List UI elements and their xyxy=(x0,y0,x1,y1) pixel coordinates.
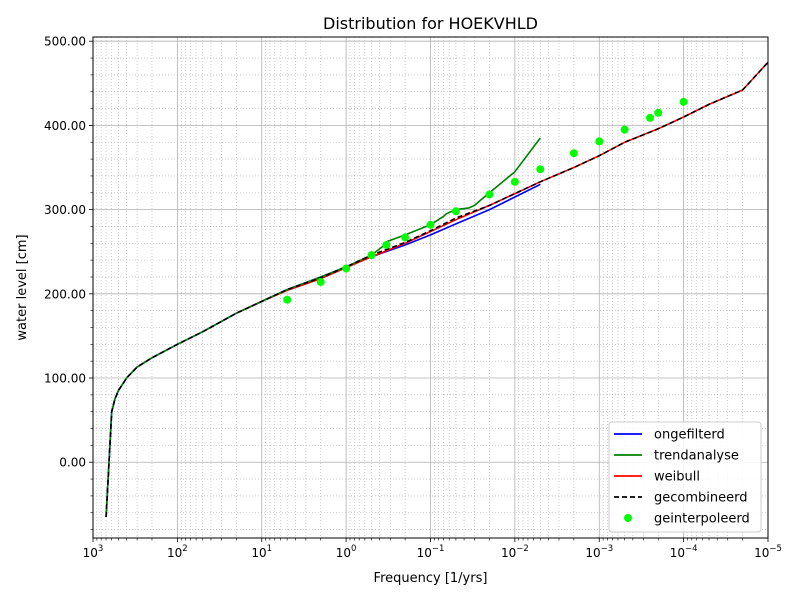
data-point xyxy=(426,220,435,229)
data-point xyxy=(679,97,688,106)
legend-label: ongefilterd xyxy=(654,428,725,443)
data-point xyxy=(316,278,325,287)
y-tick-label: 500.00 xyxy=(44,35,86,49)
data-point xyxy=(646,113,655,122)
data-point xyxy=(342,264,351,273)
y-tick-label: 400.00 xyxy=(44,119,86,133)
series-geinterpoleerd xyxy=(283,97,688,304)
y-tick-label: 0.00 xyxy=(59,456,86,470)
y-tick-label: 100.00 xyxy=(44,372,86,386)
legend-entry-trendanalyse: trendanalyse xyxy=(614,449,739,464)
y-tick-label: 300.00 xyxy=(44,203,86,217)
legend-entry-ongefilterd: ongefilterd xyxy=(614,428,725,443)
x-tick-label: 100 xyxy=(336,544,357,560)
y-axis-label: water level [cm] xyxy=(15,234,30,340)
data-point xyxy=(283,295,292,304)
chart-title: Distribution for HOEKVHLD xyxy=(323,14,538,33)
x-axis: 103 102 101 100 10−1 10−2 10−3 10−4 10−5 xyxy=(83,538,782,560)
data-point xyxy=(620,125,629,134)
legend-entry-geinterpoleerd: geinterpoleerd xyxy=(624,512,750,527)
legend-label: trendanalyse xyxy=(654,449,739,464)
series-layer xyxy=(105,61,768,517)
data-point xyxy=(510,177,519,186)
legend-marker xyxy=(624,514,632,522)
data-point xyxy=(654,108,663,117)
x-tick-label: 10−2 xyxy=(501,544,529,560)
data-point xyxy=(595,137,604,146)
legend-label: geinterpoleerd xyxy=(654,512,750,527)
data-point xyxy=(382,240,391,249)
y-tick-label: 200.00 xyxy=(44,287,86,301)
x-tick-label: 10−3 xyxy=(585,544,613,560)
x-tick-label: 10−5 xyxy=(754,544,782,560)
major-grid xyxy=(93,37,768,538)
legend-entry-weibull: weibull xyxy=(614,470,700,485)
data-point xyxy=(451,207,460,216)
x-tick-label: 102 xyxy=(167,544,188,560)
legend-label: weibull xyxy=(654,470,700,485)
data-point xyxy=(536,165,545,174)
x-axis-label: Frequency [1/yrs] xyxy=(374,571,488,586)
data-point xyxy=(367,251,376,260)
legend-entry-gecombineerd: gecombineerd xyxy=(614,491,747,506)
y-axis: 0.00 100.00 200.00 300.00 400.00 500.00 xyxy=(44,35,93,530)
data-point xyxy=(485,190,494,199)
x-tick-label: 101 xyxy=(251,544,272,560)
legend: ongefilterd trendanalyse weibull gecombinee… xyxy=(608,421,762,533)
legend-box xyxy=(608,421,762,533)
data-point xyxy=(401,233,410,242)
legend-label: gecombineerd xyxy=(654,491,747,506)
data-point xyxy=(569,149,578,158)
x-tick-label: 10−4 xyxy=(670,544,698,560)
x-tick-label: 10−1 xyxy=(417,544,445,560)
x-tick-label: 103 xyxy=(83,544,104,560)
